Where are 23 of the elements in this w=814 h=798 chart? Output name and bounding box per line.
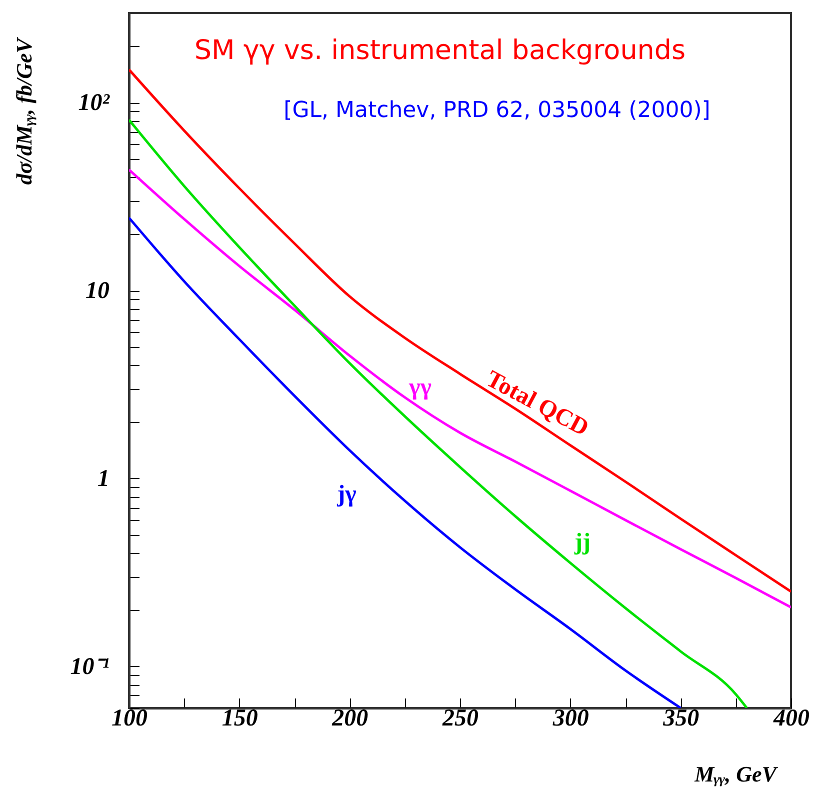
text: SM γγ vs. instrumental backgrounds xyxy=(194,35,686,66)
series-label: γγ xyxy=(408,374,432,400)
y-tick-label: 1 xyxy=(98,466,110,492)
x-tick-label: 100 xyxy=(112,706,148,732)
x-tick-label: 300 xyxy=(552,706,589,732)
x-tick-label: 200 xyxy=(331,706,368,732)
text: Total QCD xyxy=(482,366,593,442)
line-series xyxy=(129,168,791,609)
line-series xyxy=(129,216,682,708)
y-tick-label: 10 xyxy=(86,278,110,304)
y-tick-label: 10⁻¹ xyxy=(70,654,110,680)
series-label: jj xyxy=(574,530,591,556)
x-axis-title: Mᵧᵧ, GeV xyxy=(694,762,779,786)
line-series xyxy=(129,68,791,593)
series-label: jγ xyxy=(336,481,356,508)
line-series xyxy=(129,118,748,708)
y-tick-label: 10² xyxy=(78,90,110,116)
x-tick-label: 250 xyxy=(442,706,478,732)
x-tick-label: 150 xyxy=(222,706,258,732)
y-axis-title: dσ/dMᵧᵧ, fb/GeV xyxy=(12,36,36,185)
x-tick-label: 350 xyxy=(662,706,700,732)
x-tick-label: 400 xyxy=(772,706,810,732)
text: [GL, Matchev, PRD 62, 035004 (2000)] xyxy=(284,98,710,123)
